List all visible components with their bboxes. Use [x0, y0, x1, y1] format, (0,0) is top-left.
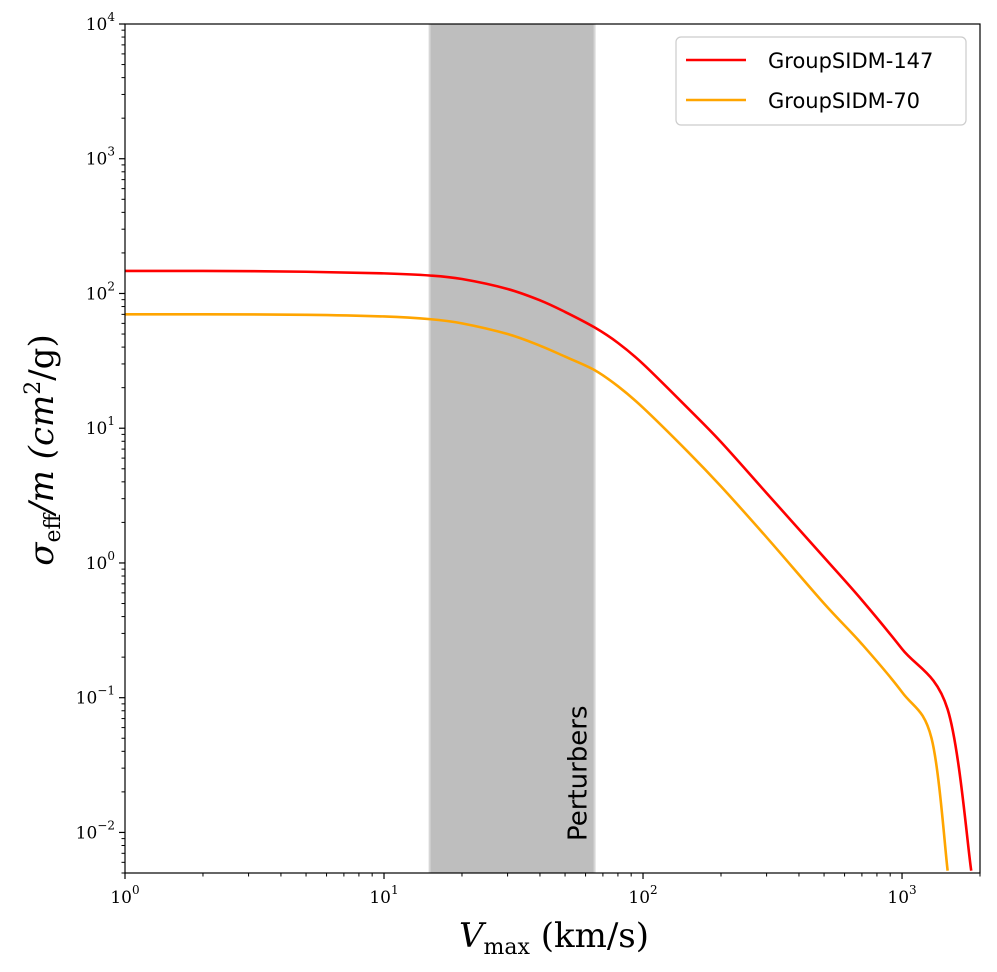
y-axis-label: σeff/m (cm2/g): [21, 334, 66, 565]
series-line-groupsidm-147: [125, 269, 973, 871]
legend-box: [675, 36, 967, 126]
y-tick-label: 100: [86, 549, 115, 574]
y-label-sup: 2: [21, 381, 46, 395]
y-label-tail: /g): [22, 334, 62, 380]
legend: GroupSIDM-147 GroupSIDM-70: [675, 36, 967, 126]
y-tick-label: 103: [86, 145, 115, 170]
y-tick-label: 104: [86, 10, 116, 35]
x-label-sub: max: [484, 935, 531, 960]
y-tick-label: 10−2: [76, 818, 115, 843]
plot-frame: [124, 23, 981, 874]
x-label-main: V: [459, 916, 487, 956]
y-label-main: σ: [22, 542, 62, 566]
x-tick-label: 102: [628, 883, 657, 908]
x-axis-label: Vmax (km/s): [459, 916, 649, 960]
legend-label-groupsidm-70: GroupSIDM-70: [768, 89, 920, 113]
y-label-mid: /m (cm: [22, 395, 62, 517]
x-tick-label: 101: [369, 883, 398, 908]
y-tick-label: 10−1: [76, 684, 115, 709]
x-tick-label: 103: [887, 883, 916, 908]
band-label-perturbers: Perturbers: [564, 705, 594, 841]
y-tick-label: 101: [86, 414, 115, 439]
legend-label-groupsidm-147: GroupSIDM-147: [768, 49, 933, 73]
x-label-unit: (km/s): [530, 916, 649, 956]
perturbers-band: [429, 24, 595, 873]
x-tick-label: 100: [110, 883, 139, 908]
series-line-groupsidm-70: [125, 313, 949, 871]
y-label-sub: eff: [41, 512, 66, 542]
y-tick-label: 102: [86, 279, 115, 304]
